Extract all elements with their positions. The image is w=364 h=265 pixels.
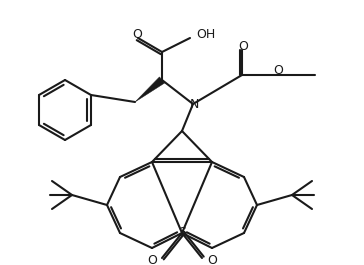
Polygon shape [135, 77, 165, 102]
Text: OH: OH [196, 28, 215, 41]
Text: O: O [238, 39, 248, 52]
Text: O: O [273, 64, 283, 77]
Text: O: O [207, 254, 217, 265]
Text: O: O [147, 254, 157, 265]
Text: S: S [178, 227, 186, 240]
Text: O: O [132, 28, 142, 41]
Text: N: N [189, 98, 199, 111]
